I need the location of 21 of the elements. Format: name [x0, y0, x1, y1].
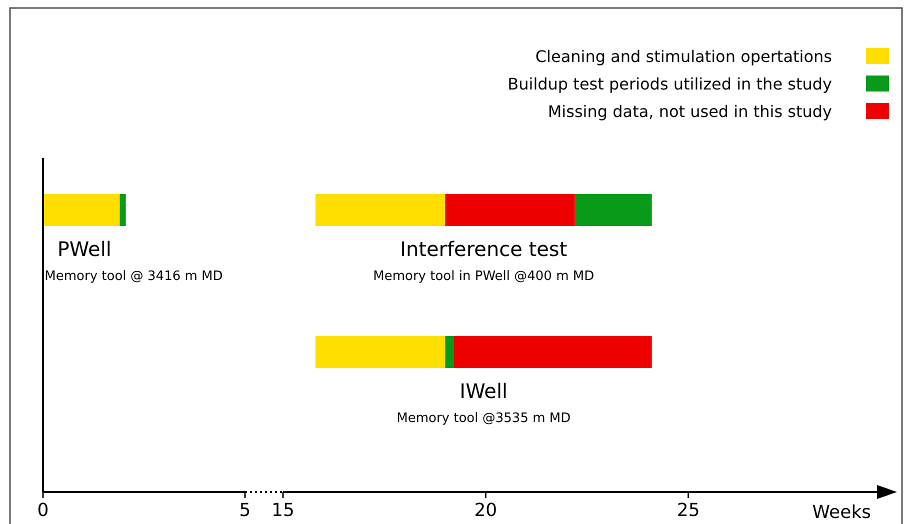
x-tick-label: 5 — [239, 500, 251, 521]
x-tick-label: 20 — [474, 500, 498, 521]
bar — [574, 194, 652, 226]
legend-label: Buildup test periods utilized in the study — [508, 74, 832, 94]
bar — [315, 336, 446, 368]
bar — [445, 194, 575, 226]
x-tick-label: 15 — [272, 500, 294, 521]
bar — [445, 336, 454, 368]
annotation: Interference test — [400, 237, 568, 261]
annotation: PWell — [57, 237, 112, 261]
legend-label: Missing data, not used in this study — [548, 102, 832, 121]
x-tick-label: 0 — [37, 500, 49, 521]
annotation: IWell — [460, 379, 508, 403]
bar — [453, 336, 652, 368]
x-tick-label: 25 — [676, 500, 700, 521]
annotation: Memory tool @3535 m MD — [396, 411, 571, 426]
legend-label: Cleaning and stimulation opertations — [535, 47, 832, 66]
x-axis-title: Weeks — [812, 502, 871, 523]
annotation: Memory tool @ 3416 m MD — [44, 269, 223, 284]
annotation: Memory tool in PWell @400 m MD — [373, 269, 594, 284]
bar — [315, 194, 446, 226]
